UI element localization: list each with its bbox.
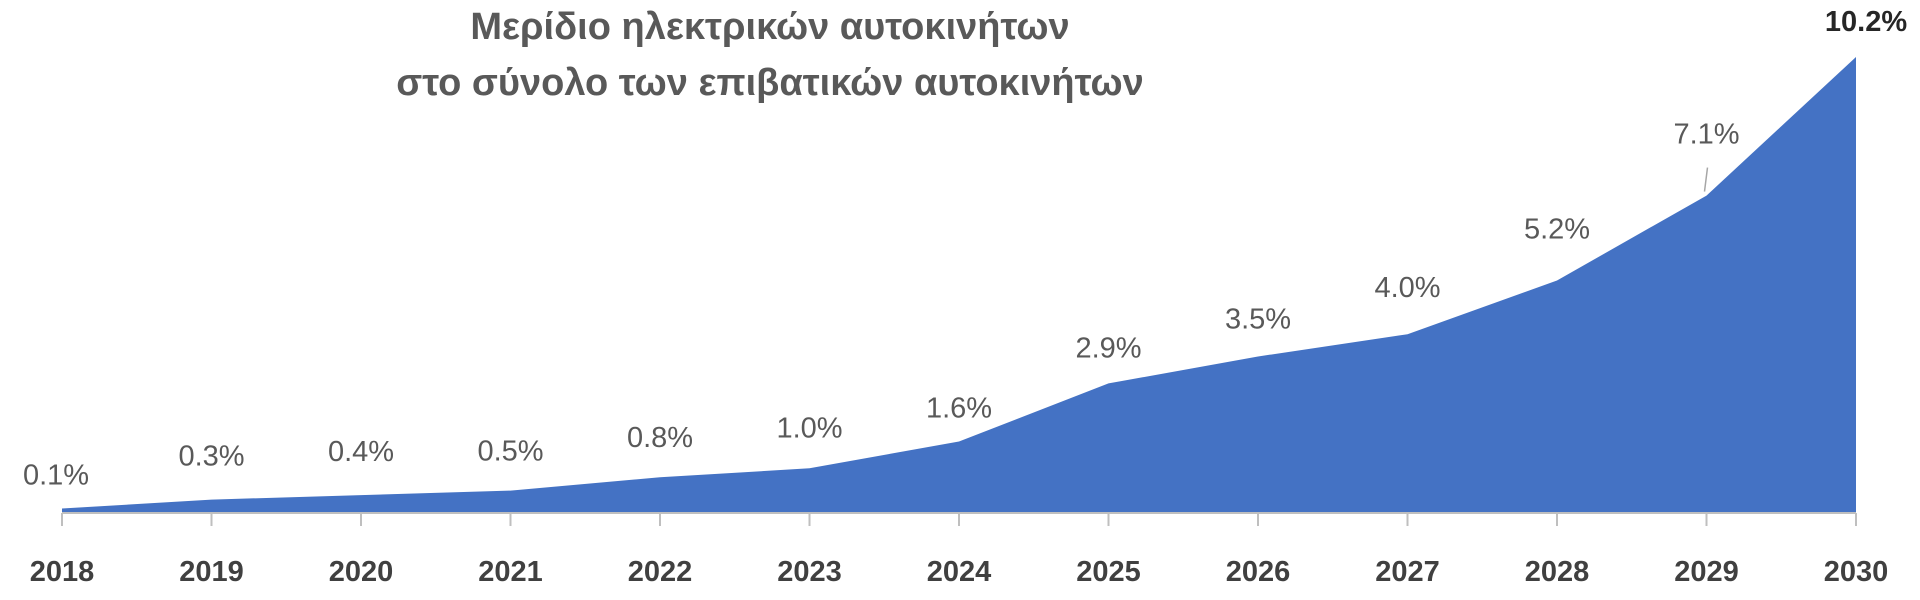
data-label-2021: 0.5% (477, 436, 543, 468)
x-tick-label-2030: 2030 (1824, 556, 1889, 588)
x-tick-label-2024: 2024 (927, 556, 992, 588)
chart-title-line-2: στο σύνολο των επιβατικών αυτοκινήτων (396, 62, 1144, 104)
chart-title-line-1: Μερίδιο ηλεκτρικών αυτοκινήτων (470, 6, 1070, 48)
x-tick-label-2021: 2021 (478, 556, 543, 588)
x-tick-label-2029: 2029 (1674, 556, 1739, 588)
data-label-2028: 5.2% (1524, 214, 1590, 246)
data-label-2018: 0.1% (23, 460, 89, 492)
data-label-2030: 10.2% (1825, 6, 1907, 38)
x-tick-label-2028: 2028 (1525, 556, 1590, 588)
x-tick-label-2018: 2018 (30, 556, 95, 588)
x-tick-label-2023: 2023 (777, 556, 842, 588)
data-label-2023: 1.0% (776, 412, 842, 444)
leader-line-2029 (1703, 167, 1709, 192)
data-label-2029: 7.1% (1673, 119, 1739, 151)
plot-area: 2018 2019 2020 2021 2022 2023 2024 2025 2026 2027… (23, 6, 1907, 588)
area-series (62, 57, 1856, 513)
x-tick-label-2022: 2022 (628, 556, 693, 588)
x-tick-label-2026: 2026 (1226, 556, 1291, 588)
x-tick-label-2025: 2025 (1076, 556, 1141, 588)
data-label-2024: 1.6% (926, 392, 992, 424)
x-tick-label-2027: 2027 (1375, 556, 1440, 588)
x-tick-label-2019: 2019 (179, 556, 244, 588)
data-label-2019: 0.3% (178, 441, 244, 473)
x-tick-label-2020: 2020 (329, 556, 394, 588)
data-label-2027: 4.0% (1374, 272, 1440, 304)
data-label-2022: 0.8% (627, 422, 693, 454)
data-label-2020: 0.4% (328, 436, 394, 468)
data-label-2026: 3.5% (1225, 304, 1291, 336)
data-label-2025: 2.9% (1075, 332, 1141, 364)
